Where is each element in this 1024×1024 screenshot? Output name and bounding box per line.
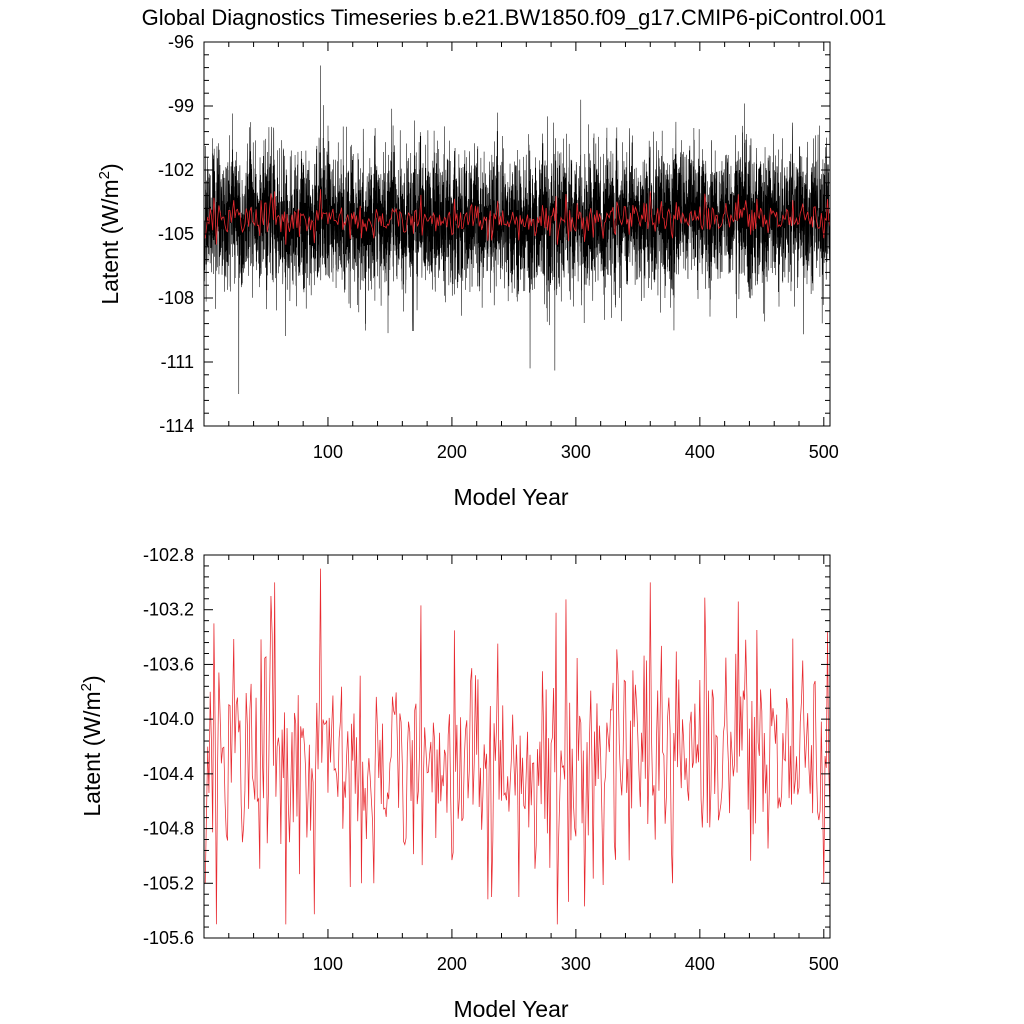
top-x-tick-label: 400 — [685, 442, 715, 462]
top-y-tick-label: -114 — [159, 416, 194, 436]
top-y-tick-label: -108 — [158, 288, 194, 308]
bottom-x-tick-label: 500 — [809, 954, 839, 974]
latent-monthly-chart: -96 -99 -102 -105 -108 -111 -114 100 200 300 400 50… — [96, 32, 839, 510]
monthly-series-line — [203, 65, 831, 395]
bottom-x-tick-label: 400 — [685, 954, 715, 974]
bottom-y-tick-label: -103.6 — [143, 654, 194, 674]
top-y-tick-label: -111 — [161, 352, 194, 372]
bottom-y-tick-label: -105.6 — [143, 928, 194, 948]
bottom-x-tick-label: 300 — [561, 954, 591, 974]
page-title: Global Diagnostics Timeseries b.e21.BW18… — [142, 5, 887, 30]
bottom-plot-lines — [204, 568, 831, 925]
bottom-x-tick-label: 100 — [313, 954, 343, 974]
bottom-y-tick-label: -102.8 — [143, 545, 194, 565]
top-x-tick-label: 300 — [561, 442, 591, 462]
top-x-tick-label: 500 — [809, 442, 839, 462]
top-y-tick-label: -96 — [168, 32, 194, 52]
bottom-y-axis-title: Latent (W/m2) — [78, 675, 105, 816]
top-x-tick-label: 100 — [313, 442, 343, 462]
top-x-tick-label: 200 — [437, 442, 467, 462]
top-y-axis-title: Latent (W/m2) — [96, 163, 123, 304]
annual-series-line — [204, 568, 831, 925]
bottom-plot-frame — [203, 554, 831, 939]
annual-series-line-top — [204, 189, 831, 245]
bottom-x-axis-title: Model Year — [453, 996, 568, 1022]
bottom-axis-ticks: -102.8 -103.2 -103.6 -104.0 -104.4 -104.8 -105… — [143, 545, 839, 974]
top-y-tick-label: -105 — [158, 224, 194, 244]
bottom-y-tick-label: -105.2 — [143, 873, 194, 893]
top-y-tick-label: -102 — [158, 160, 194, 180]
bottom-x-tick-label: 200 — [437, 954, 467, 974]
bottom-y-tick-label: -104.0 — [143, 709, 194, 729]
top-plot-lines — [203, 65, 831, 395]
bottom-y-tick-label: -104.8 — [143, 819, 194, 839]
top-axis-ticks: -96 -99 -102 -105 -108 -111 -114 100 200 300 400 50… — [158, 32, 839, 462]
top-y-tick-label: -99 — [168, 96, 194, 116]
bottom-y-tick-label: -103.2 — [143, 600, 194, 620]
top-x-axis-title: Model Year — [453, 484, 568, 510]
bottom-y-tick-label: -104.4 — [143, 764, 194, 784]
latent-annual-chart: -102.8 -103.2 -103.6 -104.0 -104.4 -104.8 -105… — [78, 545, 839, 1022]
